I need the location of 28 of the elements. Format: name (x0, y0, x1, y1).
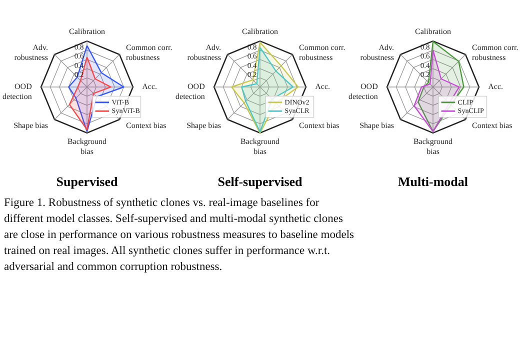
spoke-label: OOD detection (176, 82, 206, 101)
spoke-label: Adv. robustness (187, 43, 222, 62)
spoke-label: Acc. (488, 82, 504, 91)
spoke-label: Calibration (69, 26, 105, 36)
spoke-label: Adv. robustness (360, 43, 394, 62)
spoke-label: Acc. (142, 82, 158, 91)
spoke-label: Common corr. robustness (126, 43, 172, 62)
spoke-label: Shape bias (186, 120, 222, 130)
spoke-label: Shape bias (14, 120, 48, 130)
spoke-label: Acc. (315, 82, 330, 91)
spoke-label: OOD detection (348, 82, 378, 101)
spoke-label: Context bias (298, 120, 340, 130)
spoke-label: Background bias (67, 137, 107, 156)
spoke-label: Context bias (472, 120, 512, 130)
spoke-label: Shape bias (360, 120, 394, 130)
caption: Figure 1. Robustness of synthetic clones vs. real-image baselines for different model classes. Self-supervised and multi-modal synthetic clones are close in performance on various robustness measures to baseline models trained on real images. All synthetic clones suffer in performance w.r.t. adversarial and common corruption robustness. (4, 197, 355, 273)
spoke-label: Calibration (415, 26, 451, 36)
spoke-label: OOD detection (2, 82, 32, 101)
spoke-label: Adv. robustness (14, 43, 48, 62)
text: Multi-modal (398, 174, 468, 189)
spoke-label: Background bias (240, 137, 280, 156)
spoke-label: Background bias (413, 137, 453, 156)
text: Self-supervised (218, 174, 304, 189)
spoke-label: Common corr. robustness (472, 43, 518, 62)
spoke-label: Calibration (242, 26, 278, 36)
spoke-label: Context bias (126, 120, 166, 130)
spoke-label: Common corr. robustness (298, 43, 346, 62)
text: Supervised (56, 174, 118, 189)
